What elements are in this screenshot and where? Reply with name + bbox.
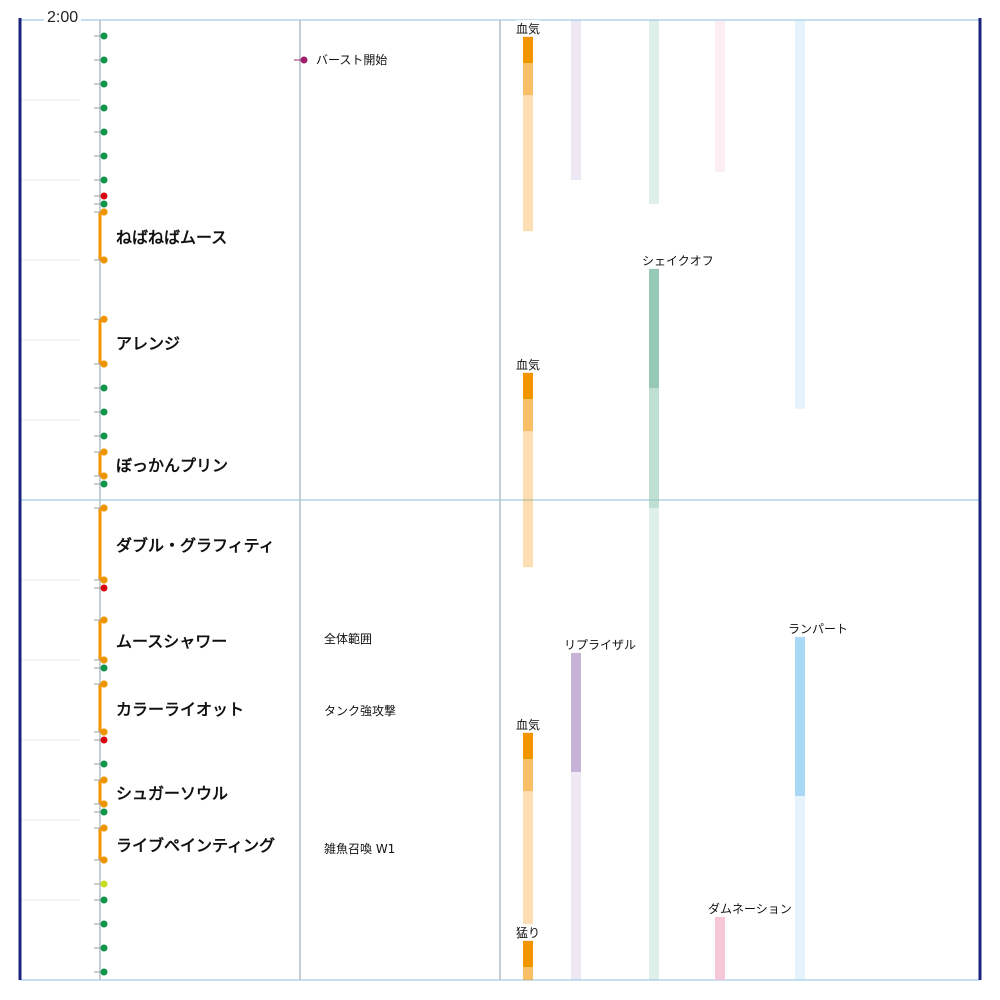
mitigation-fade-bar: [523, 63, 533, 96]
ogcd-marker: [100, 856, 108, 864]
mitigation-label: 血気: [516, 20, 541, 37]
gcd-marker: [100, 408, 108, 416]
gcd-marker: [100, 664, 108, 672]
mitigation-cooldown-bar: [715, 20, 725, 172]
burst-marker: [100, 736, 108, 744]
ogcd-marker: [100, 448, 108, 456]
gcd-marker: [100, 384, 108, 392]
mitigation-label: リプライザル: [564, 636, 637, 653]
ogcd-marker: [100, 360, 108, 368]
ogcd-marker: [100, 576, 108, 584]
burst-marker: [100, 192, 108, 200]
mitigation-label: シェイクオフ: [642, 252, 714, 269]
mitigation-cooldown-bar: [523, 95, 533, 232]
ogcd-marker: [100, 208, 108, 216]
gcd-marker: [100, 920, 108, 928]
mitigation-cooldown-bar: [571, 772, 581, 980]
mitigation-label: ダムネーション: [708, 900, 792, 917]
start-time-label: 2:00: [44, 9, 82, 27]
ogcd-marker: [100, 680, 108, 688]
gcd-marker: [100, 200, 108, 208]
ogcd-marker: [100, 472, 108, 480]
ogcd-marker: [100, 616, 108, 624]
skill-label: ぼっかんプリン: [116, 456, 229, 475]
skill-label: アレンジ: [116, 333, 181, 353]
mitigation-cooldown-bar: [649, 20, 659, 204]
mitigation-fade-bar: [523, 759, 533, 792]
ogcd-marker: [100, 800, 108, 808]
mitigation-active-bar: [649, 268, 659, 388]
event-marker: [300, 56, 308, 64]
gcd-marker: [100, 760, 108, 768]
gcd-marker: [100, 896, 108, 904]
ogcd-marker: [100, 504, 108, 512]
gcd-marker: [100, 152, 108, 160]
mitigation-fade-bar: [523, 967, 533, 980]
mitigation-active-bar: [571, 652, 581, 772]
gcd-marker: [100, 32, 108, 40]
ogcd-marker: [100, 256, 108, 264]
event-label: タンク強攻撃: [324, 704, 397, 719]
ogcd-marker: [100, 656, 108, 664]
gcd-marker: [100, 176, 108, 184]
skill-label: カラーライオット: [116, 700, 245, 719]
gcd-marker: [100, 80, 108, 88]
mitigation-fade-bar: [649, 388, 659, 508]
skill-label: ダブル・グラフィティ: [116, 536, 275, 555]
mitigation-active-bar: [523, 36, 533, 64]
gcd-marker: [100, 944, 108, 952]
mitigation-label: 血気: [516, 356, 541, 373]
mitigation-cooldown-bar: [649, 508, 659, 980]
mitigation-cooldown-bar: [795, 796, 805, 980]
skill-label: ムースシャワー: [116, 632, 228, 651]
mitigation-active-bar: [523, 372, 533, 400]
ogcd-marker: [100, 315, 108, 323]
skill-label: シュガーソウル: [116, 784, 229, 803]
mitigation-cooldown-bar: [523, 791, 533, 928]
gcd-marker: [100, 968, 108, 976]
mitigation-cooldown-bar: [571, 20, 581, 180]
event-label: 雑魚召喚 W1: [324, 841, 396, 856]
mitigation-active-bar: [523, 940, 533, 968]
burst-marker: [100, 584, 108, 592]
gcd-marker: [100, 432, 108, 440]
ogcd-marker: [100, 824, 108, 832]
mitigation-label: 猛り: [516, 924, 541, 941]
mitigation-active-bar: [715, 916, 725, 980]
mitigation-label: 血気: [516, 716, 541, 733]
gcd-marker: [100, 808, 108, 816]
ogcd-marker: [100, 728, 108, 736]
mitigation-label: ランパート: [788, 620, 849, 637]
mitigation-cooldown-bar: [795, 20, 805, 409]
gcd-marker: [100, 128, 108, 136]
potion-marker: [100, 880, 108, 888]
skill-label: ねばねばムース: [116, 228, 228, 247]
mitigation-active-bar: [523, 732, 533, 760]
mitigation-cooldown-bar: [523, 431, 533, 568]
gcd-marker: [100, 56, 108, 64]
mitigation-active-bar: [795, 636, 805, 796]
gcd-marker: [100, 480, 108, 488]
skill-label: ライブペインティング: [116, 836, 276, 855]
event-label: 全体範囲: [324, 632, 373, 647]
event-label: バースト開始: [316, 53, 388, 67]
mitigation-fade-bar: [523, 399, 533, 432]
gcd-marker: [100, 104, 108, 112]
ogcd-marker: [100, 776, 108, 784]
